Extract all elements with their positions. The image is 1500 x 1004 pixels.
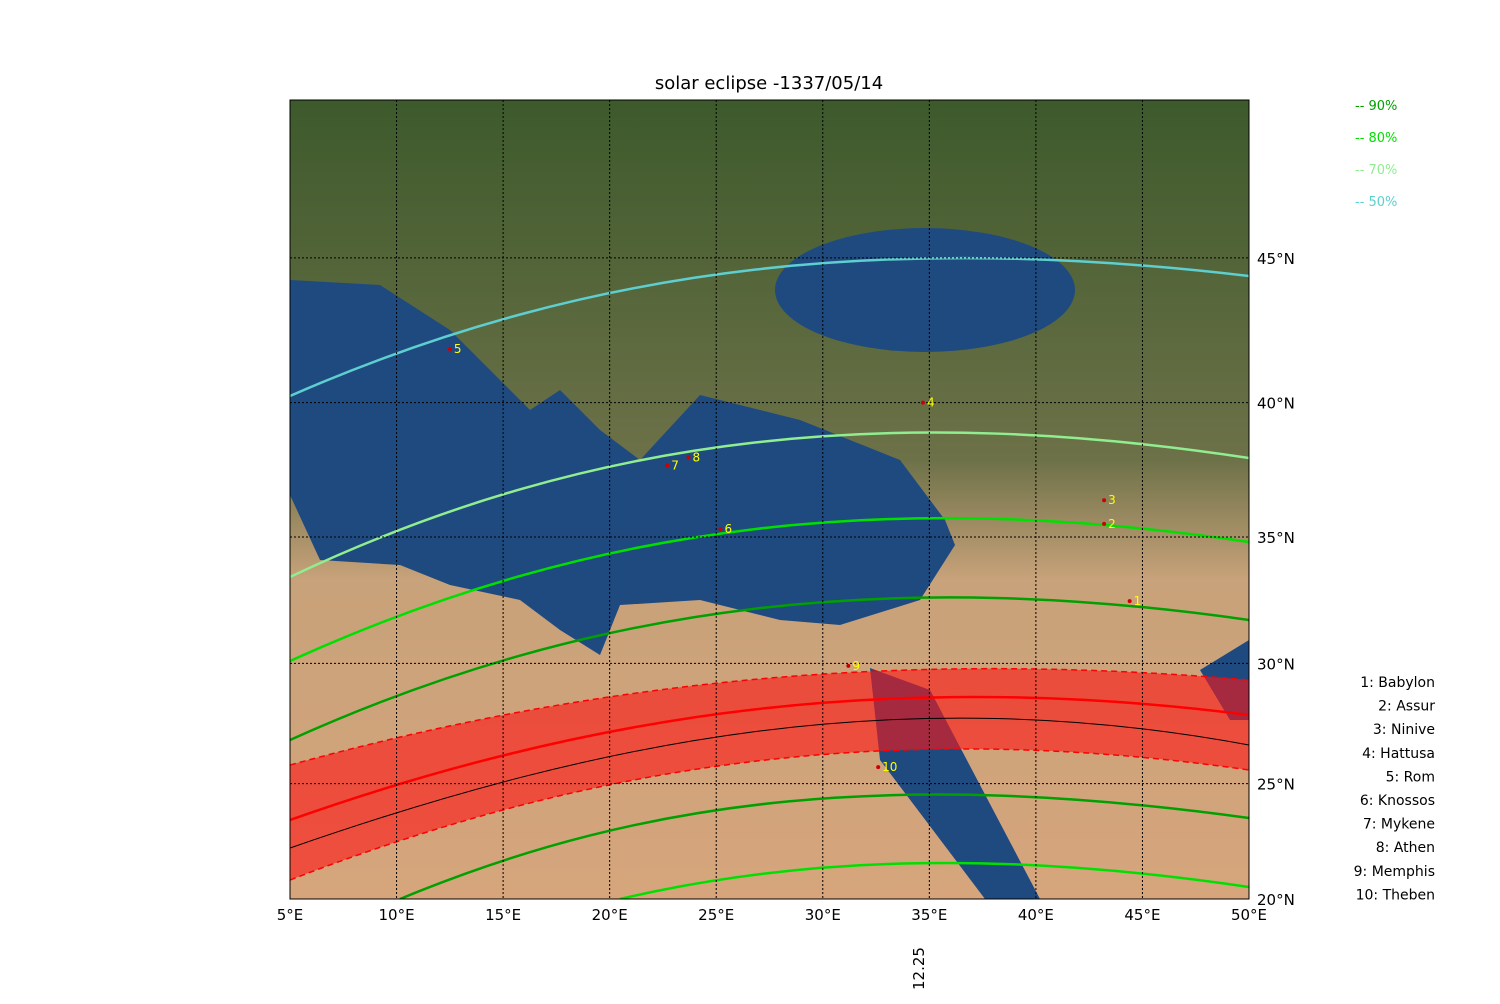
x-tick-label: 30°E: [805, 906, 841, 924]
x-tick-label: 20°E: [592, 906, 628, 924]
sea: [290, 280, 955, 655]
site-marker: [1102, 521, 1107, 526]
place-list-entry: 7: Mykene: [1363, 817, 1435, 833]
contours: [290, 256, 1249, 899]
site-marker: [1102, 498, 1107, 503]
site-label: 1: [1134, 594, 1142, 608]
site-label: 5: [454, 342, 462, 356]
y-tick-label: 40°N: [1257, 395, 1295, 413]
legend-entry: -- 80%: [1355, 131, 1397, 146]
contour-70: [290, 431, 1249, 579]
black-sea: [775, 228, 1075, 352]
legend-entry: -- 50%: [1355, 195, 1397, 210]
sites: 1 2 3 4 5 6 78 9 10: [447, 342, 1142, 774]
site-label: 8: [693, 450, 701, 464]
title: solar eclipse -1337/05/14: [655, 73, 883, 94]
place-list-entry: 10: Theben: [1356, 887, 1435, 903]
legend-entry: -- 70%: [1355, 163, 1397, 178]
site-marker: [1127, 599, 1132, 604]
place-list-entry: 1: Babylon: [1360, 675, 1435, 691]
contour-90: [290, 596, 1249, 742]
site-marker: [876, 765, 881, 770]
site-label: 3: [1108, 493, 1116, 507]
x-tick-label: 50°E: [1231, 906, 1267, 924]
y-tick-label: 20°N: [1257, 891, 1295, 909]
site-marker: [920, 400, 925, 405]
x-tick-label: 10°E: [379, 906, 415, 924]
contour-90-south: [399, 793, 1249, 899]
y-tick-label: 35°N: [1257, 529, 1295, 547]
site-label: 10: [882, 760, 897, 774]
contour-80-south: [619, 861, 1249, 899]
frame: [289, 99, 1250, 900]
labels: 5°E 10°E 15°E 20°E 25°E 30°E 35°E 40°E 45°E 50°E2…: [277, 99, 1436, 924]
x-tick-label: 35°E: [911, 906, 947, 924]
place-list-entry: 5: Rom: [1386, 769, 1435, 785]
y-tick-label: 30°N: [1257, 655, 1295, 673]
x-tick-label: 15°E: [485, 906, 521, 924]
eclipse-band: [290, 668, 1249, 880]
site-marker: [718, 527, 723, 532]
legend-entry: -- 90%: [1355, 99, 1397, 114]
place-list-entry: 8: Athen: [1376, 840, 1435, 856]
contour-50: [290, 256, 1249, 398]
y-tick-label: 45°N: [1257, 250, 1295, 268]
x-tick-label: 25°E: [698, 906, 734, 924]
contour-80: [290, 516, 1249, 663]
y-tick-label: 25°N: [1257, 776, 1295, 794]
grid: [290, 100, 1249, 899]
place-list-entry: 2: Assur: [1378, 699, 1435, 715]
site-marker: [665, 463, 670, 468]
x-tick-label: 45°E: [1124, 906, 1160, 924]
basemap: 1 2 3 4 5 6 78 9 10: [290, 100, 1249, 899]
x-tick-label: 5°E: [277, 906, 304, 924]
site-label: 6: [724, 522, 732, 536]
site-label: 9: [852, 659, 860, 673]
central-line: [290, 717, 1249, 849]
bottom-label: 12.25: [910, 947, 928, 990]
place-list-entry: 4: Hattusa: [1362, 746, 1435, 762]
site-label: 2: [1108, 517, 1116, 531]
place-list-entry: 9: Memphis: [1354, 864, 1435, 880]
site-label: 4: [927, 396, 935, 410]
x-tick-label: 40°E: [1018, 906, 1054, 924]
band-edge: [290, 695, 1249, 822]
place-list-entry: 3: Ninive: [1373, 722, 1435, 738]
band-edge: [290, 667, 1249, 766]
site-marker: [846, 663, 851, 668]
place-list-entry: 6: Knossos: [1360, 793, 1435, 809]
band-edge: [290, 748, 1249, 881]
site-label: 7: [671, 459, 679, 473]
site-marker: [686, 455, 691, 460]
site-marker: [447, 346, 452, 351]
